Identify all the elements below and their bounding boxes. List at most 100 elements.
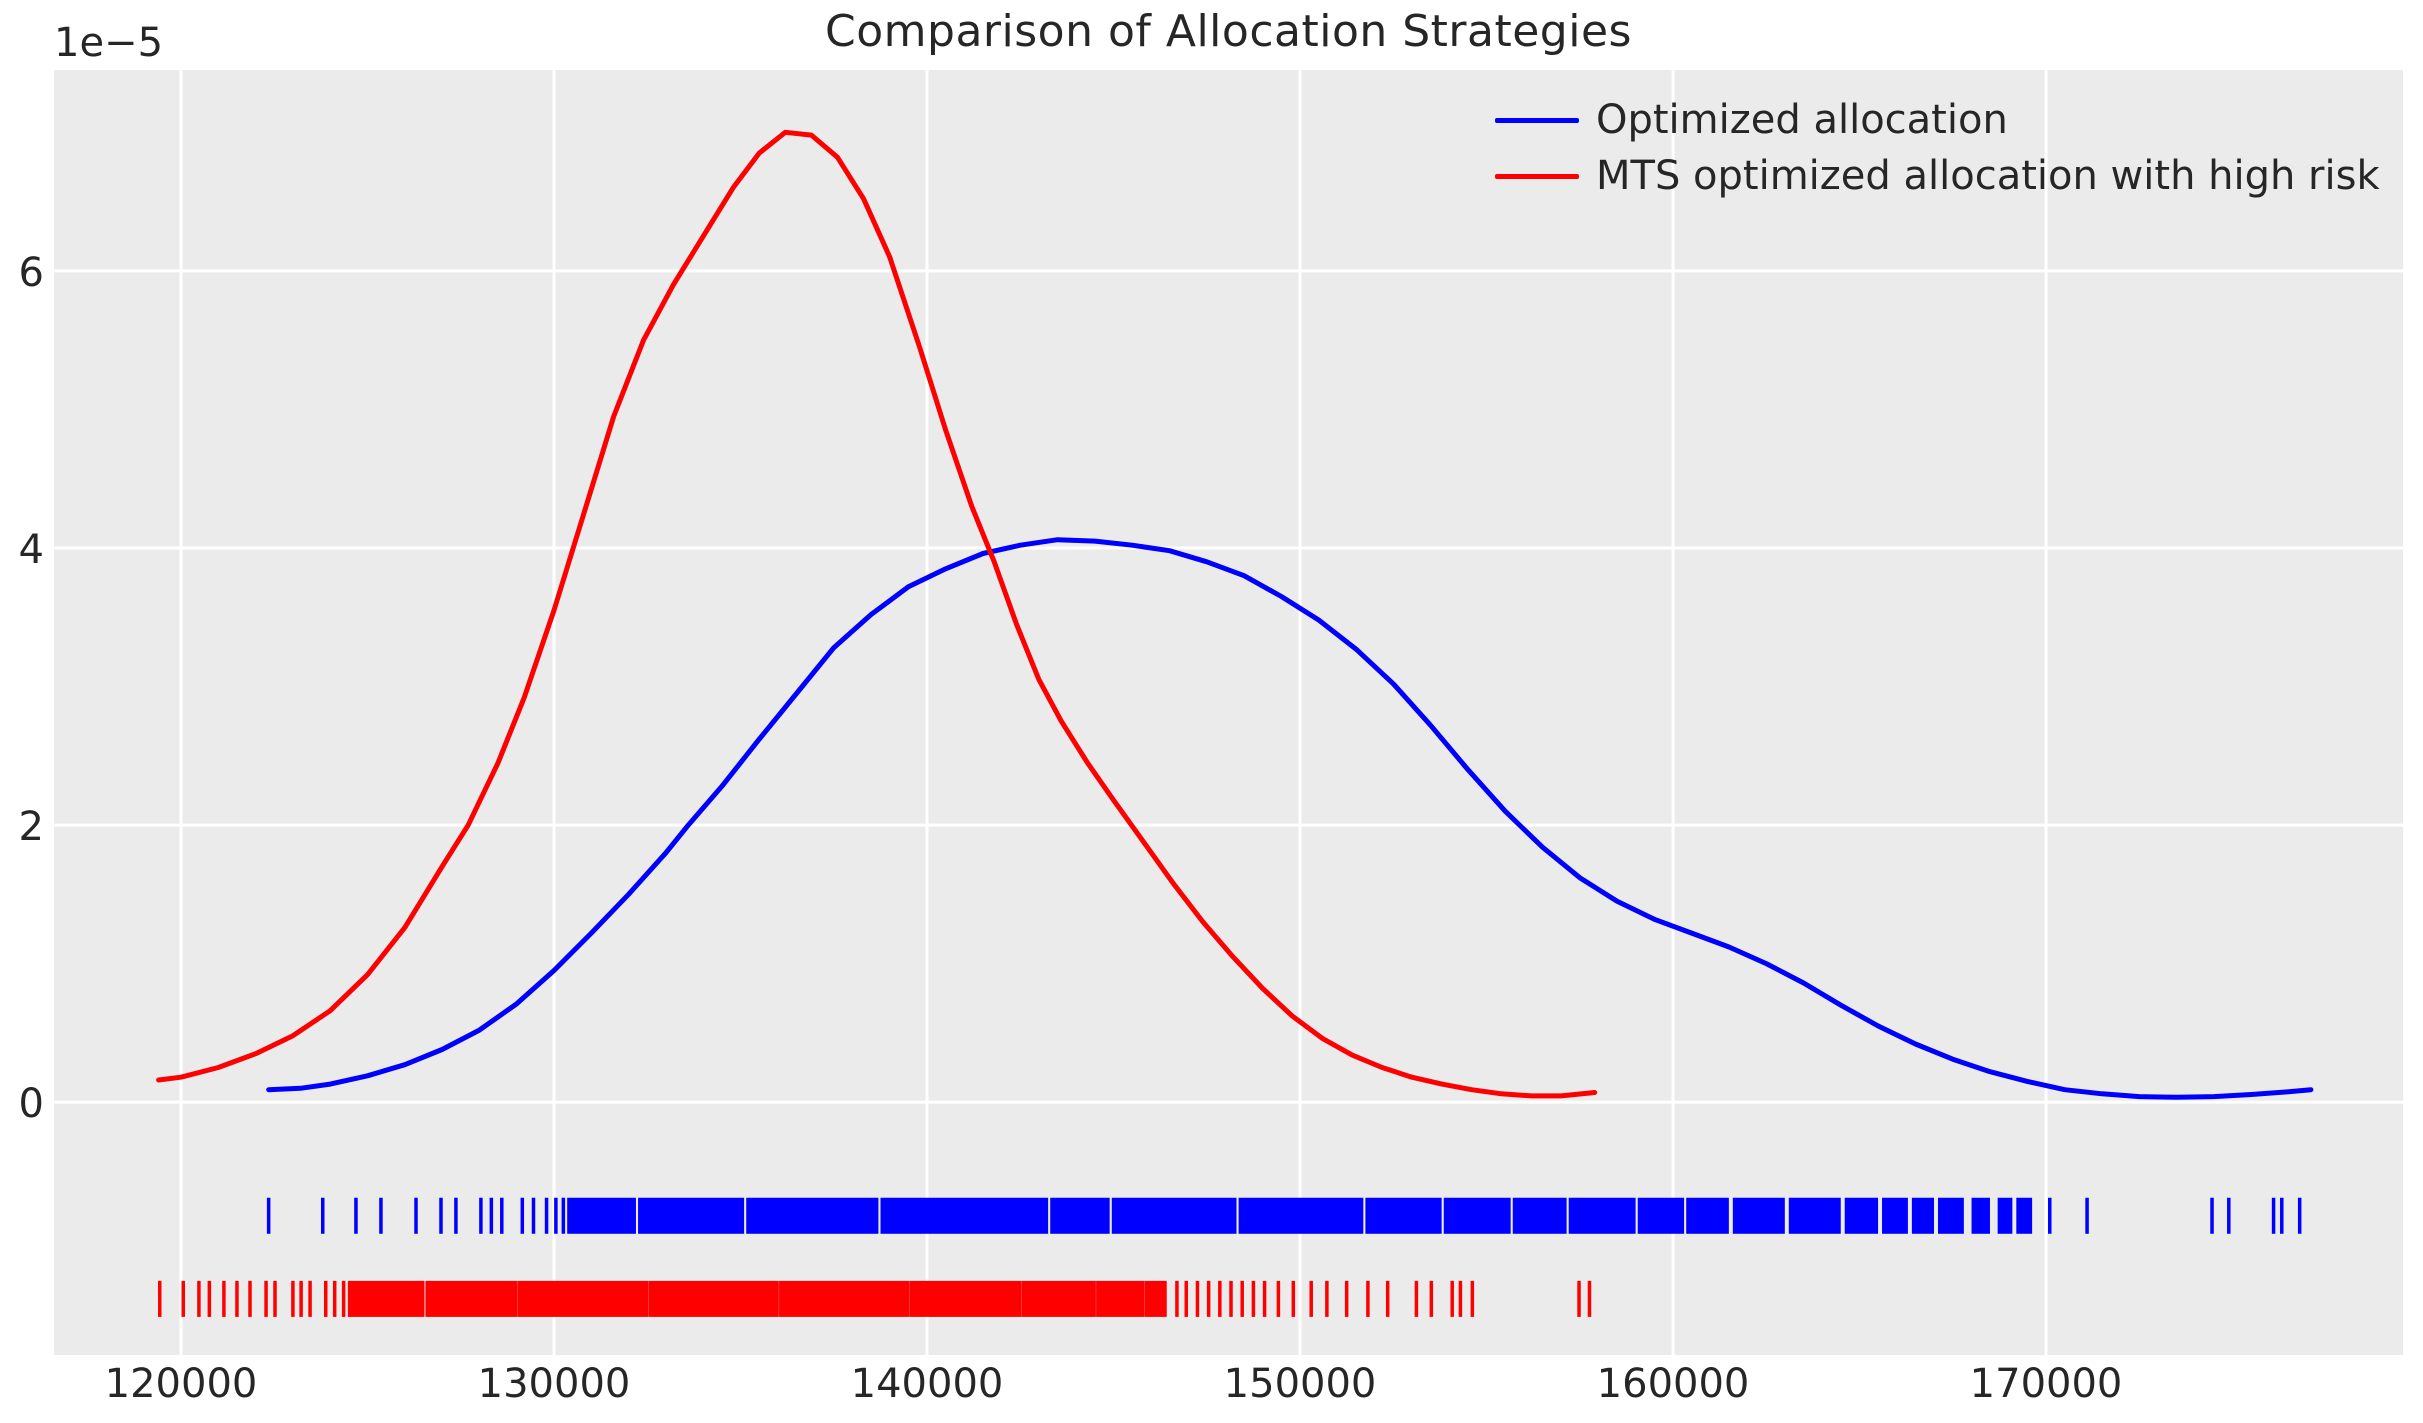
rug-tick xyxy=(454,1197,458,1234)
rug-segment xyxy=(1997,1197,2013,1234)
rug-tick xyxy=(308,1280,312,1317)
rug-tick xyxy=(2085,1197,2089,1234)
legend-line-blue-icon xyxy=(1495,117,1579,123)
rug-tick xyxy=(1218,1280,1222,1317)
x-tick-label: 170000 xyxy=(1970,1361,2123,1407)
rug-segment xyxy=(1686,1197,1729,1234)
rug-tick xyxy=(1229,1280,1233,1317)
rug-segment xyxy=(1788,1197,1841,1234)
legend-label: Optimized allocation xyxy=(1596,97,2008,143)
rug-tick xyxy=(1291,1280,1296,1317)
rug-segment xyxy=(1050,1197,1110,1234)
rug-tick xyxy=(414,1197,418,1234)
rug-tick xyxy=(1414,1280,1419,1317)
rug-segment xyxy=(746,1197,879,1234)
rug-tick xyxy=(1251,1280,1256,1317)
rug-tick xyxy=(264,1280,268,1317)
rug-tick xyxy=(2297,1197,2302,1234)
rug-segment xyxy=(880,1197,1049,1234)
rug-tick xyxy=(321,1197,325,1234)
rug-tick xyxy=(291,1280,295,1317)
rug-segment xyxy=(1882,1197,1908,1234)
rug-tick xyxy=(439,1197,443,1234)
rug-tick xyxy=(2048,1197,2052,1234)
y-tick-label: 0 xyxy=(19,1081,44,1127)
y-tick-label: 2 xyxy=(19,804,44,850)
rug-tick xyxy=(273,1280,277,1317)
rug-tick xyxy=(379,1197,383,1234)
rug-tick xyxy=(341,1280,346,1317)
legend: Optimized allocation MTS optimized alloc… xyxy=(1495,92,2380,204)
rug-segment xyxy=(648,1280,779,1317)
rug-segment xyxy=(1971,1197,1990,1234)
rug-segment xyxy=(909,1280,1022,1317)
rug-segment xyxy=(425,1280,518,1317)
rug-tick xyxy=(2271,1197,2276,1234)
rug-tick xyxy=(1195,1280,1200,1317)
rug-tick xyxy=(479,1197,483,1234)
rug-tick xyxy=(1587,1280,1592,1317)
rug-segment xyxy=(1144,1280,1167,1317)
rug-segment xyxy=(1937,1197,1964,1234)
rug-tick xyxy=(299,1280,303,1317)
legend-label: MTS optimized allocation with high risk xyxy=(1596,153,2380,199)
rug-tick xyxy=(207,1280,212,1317)
rug-tick xyxy=(1240,1280,1244,1317)
rug-tick xyxy=(544,1197,549,1234)
rug-tick xyxy=(554,1197,558,1234)
rug-segment xyxy=(1911,1197,1935,1234)
x-tick-label: 160000 xyxy=(1597,1361,1750,1407)
rug-tick xyxy=(266,1197,271,1234)
axes-background xyxy=(54,70,2403,1355)
rug-tick xyxy=(500,1197,504,1234)
rug-tick xyxy=(323,1280,328,1317)
rug-tick xyxy=(222,1280,226,1317)
rug-segment xyxy=(1365,1197,1442,1234)
rug-tick xyxy=(235,1280,239,1317)
rug-segment xyxy=(779,1280,910,1317)
rug-tick xyxy=(1366,1280,1370,1317)
rug-tick xyxy=(248,1280,252,1317)
rug-segment xyxy=(1111,1197,1237,1234)
rug-tick xyxy=(1184,1280,1189,1317)
y-axis-offset-label: 1e−5 xyxy=(54,20,164,66)
x-tick-label: 150000 xyxy=(1224,1361,1377,1407)
rug-tick xyxy=(1262,1280,1267,1317)
density-curve xyxy=(156,129,1598,1099)
rug-tick xyxy=(531,1197,536,1234)
legend-line-red-icon xyxy=(1495,173,1579,179)
rug-tick xyxy=(1450,1280,1454,1317)
rug-tick xyxy=(520,1197,525,1234)
rug-tick xyxy=(197,1280,201,1317)
rug-tick xyxy=(181,1280,185,1317)
rug-tick xyxy=(2210,1197,2214,1234)
x-tick-label: 140000 xyxy=(851,1361,1004,1407)
rug-tick xyxy=(1577,1280,1581,1317)
rug-segment xyxy=(1512,1197,1567,1234)
rug-tick xyxy=(2280,1197,2284,1234)
rug-tick xyxy=(561,1197,566,1234)
rug-segment xyxy=(1021,1280,1096,1317)
rug-segment xyxy=(1443,1197,1511,1234)
rug-segment xyxy=(1096,1280,1145,1317)
rug-tick xyxy=(1276,1280,1281,1317)
rug-segment xyxy=(1844,1197,1879,1234)
rug-segment xyxy=(1732,1197,1785,1234)
legend-item-mts: MTS optimized allocation with high risk xyxy=(1495,148,2380,204)
density-curve xyxy=(266,537,2314,1100)
rug-tick xyxy=(1309,1280,1313,1317)
rug-segment xyxy=(347,1280,425,1317)
rug-segment xyxy=(567,1197,636,1234)
rug-tick xyxy=(1429,1280,1434,1317)
rug-segment xyxy=(2016,1197,2033,1234)
y-tick-label: 6 xyxy=(19,250,44,296)
legend-item-optimized: Optimized allocation xyxy=(1495,92,2380,148)
y-tick-label: 4 xyxy=(19,527,44,573)
rug-tick xyxy=(1325,1280,1329,1317)
rug-segment xyxy=(638,1197,745,1234)
rug-tick xyxy=(1344,1280,1349,1317)
rug-tick xyxy=(157,1280,162,1317)
rug-segment xyxy=(1637,1197,1685,1234)
